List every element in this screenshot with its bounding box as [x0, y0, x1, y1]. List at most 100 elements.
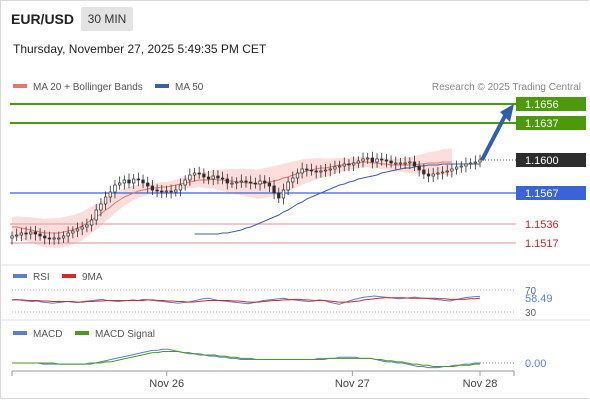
candle-body: [352, 162, 356, 166]
candle-body: [235, 181, 239, 184]
candle-body: [319, 170, 323, 173]
candle-body: [225, 178, 229, 184]
candle-body: [347, 163, 351, 166]
candle-body: [300, 168, 304, 174]
rsi-tick-70: 70: [525, 286, 537, 297]
level-label-1.1656: 1.1656: [525, 99, 559, 111]
candle-body: [216, 175, 220, 179]
candle-body: [75, 228, 80, 232]
symbol-label: EUR/USD: [11, 11, 75, 27]
rsi-ma-legend-swatch: [62, 274, 76, 278]
candle-body: [183, 179, 187, 186]
candle-body: [206, 176, 211, 180]
candle-body: [398, 162, 403, 165]
candle-body: [197, 172, 201, 175]
candle-body: [146, 182, 150, 187]
candle-body: [403, 162, 407, 165]
level-label-1.1517: 1.1517: [525, 238, 559, 250]
rsi-tick-30: 30: [525, 308, 537, 319]
forecast-arrow-head: [500, 104, 514, 122]
candle-body: [272, 185, 276, 194]
candle-body: [47, 237, 52, 240]
ma20-legend-label: MA 20 + Bollinger Bands: [33, 82, 143, 93]
candle-body: [394, 162, 398, 165]
candle-body: [281, 189, 286, 199]
level-label-1.1567: 1.1567: [525, 188, 559, 200]
candle-body: [108, 191, 112, 198]
candle-body: [469, 162, 473, 165]
candle-body: [155, 189, 159, 192]
candle-body: [337, 165, 342, 168]
candle-body: [19, 232, 23, 236]
forecast-arrow-shaft: [480, 113, 508, 161]
candle-body: [211, 175, 215, 180]
candle-body: [295, 172, 300, 179]
macd-line: [12, 348, 480, 369]
candle-body: [57, 237, 61, 240]
ma50-line: [194, 163, 480, 235]
macd-signal-line: [12, 351, 480, 367]
time-label-nov-26: Nov 26: [149, 378, 184, 390]
candle-body: [440, 171, 445, 174]
current-price-badge: [516, 153, 586, 167]
macd-value-label: 0.00: [525, 358, 546, 370]
candle-body: [24, 232, 28, 235]
macd-legend-label: MACD: [33, 329, 62, 340]
candle-body: [380, 158, 384, 161]
candle-body: [52, 237, 56, 240]
candle-body: [174, 189, 178, 193]
level-label-1.1637: 1.1637: [525, 118, 559, 130]
candle-body: [314, 170, 318, 173]
candle-body: [43, 235, 47, 239]
ma50-legend-label: MA 50: [175, 82, 204, 93]
timeframe-badge[interactable]: 30 MIN: [81, 7, 133, 31]
candle-body: [366, 157, 370, 160]
candle-body: [431, 173, 435, 177]
candle-body: [178, 184, 183, 191]
candle-body: [333, 166, 337, 170]
candle-body: [305, 168, 309, 171]
candles-group: [10, 151, 482, 245]
candle-body: [160, 190, 164, 193]
candle-body: [267, 182, 272, 187]
candle-body: [127, 179, 131, 184]
candle-body: [202, 173, 206, 178]
candle-body: [169, 190, 173, 193]
candle-body: [412, 161, 417, 167]
candle-body: [220, 177, 225, 180]
rsi-value-label: 58.49: [525, 293, 553, 305]
level-label-1.1536: 1.1536: [525, 219, 559, 231]
candle-body: [85, 224, 89, 228]
ma50-legend-swatch: [155, 84, 169, 88]
rsi-line: [11, 295, 481, 305]
candle-body: [239, 180, 243, 183]
candle-body: [113, 184, 117, 193]
candle-body: [436, 172, 440, 175]
candle-body: [454, 166, 459, 170]
candle-body: [277, 192, 281, 199]
candle-body: [132, 178, 136, 184]
rsi-ma-line: [12, 297, 481, 303]
candle-body: [80, 226, 84, 230]
candle-body: [71, 230, 75, 234]
candle-body: [323, 169, 328, 172]
candle-body: [258, 180, 262, 185]
candle-body: [141, 179, 145, 184]
macd-signal-legend-label: MACD Signal: [95, 329, 155, 340]
candle-body: [328, 168, 332, 171]
candle-body: [450, 168, 454, 172]
candle-body: [188, 174, 192, 181]
candle-body: [99, 203, 103, 211]
rsi-legend-label: RSI: [33, 272, 50, 283]
level-badge-1.1637: [516, 116, 586, 130]
candle-body: [38, 233, 42, 237]
macd-signal-legend-swatch: [75, 331, 89, 335]
rsi-legend-swatch: [13, 274, 27, 278]
candle-body: [263, 180, 267, 184]
candle-body: [103, 196, 108, 205]
candle-body: [473, 161, 477, 164]
candle-body: [384, 159, 389, 162]
candle-body: [192, 172, 197, 176]
candle-body: [445, 170, 449, 173]
